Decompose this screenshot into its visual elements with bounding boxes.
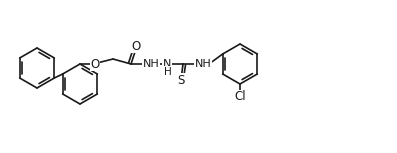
Text: O: O [91,58,100,71]
Text: S: S [177,73,185,86]
Text: N: N [163,59,171,69]
Text: O: O [131,39,141,52]
Text: NH: NH [195,59,211,69]
Text: Cl: Cl [234,91,246,103]
Text: NH: NH [143,59,159,69]
Text: H: H [164,67,172,77]
